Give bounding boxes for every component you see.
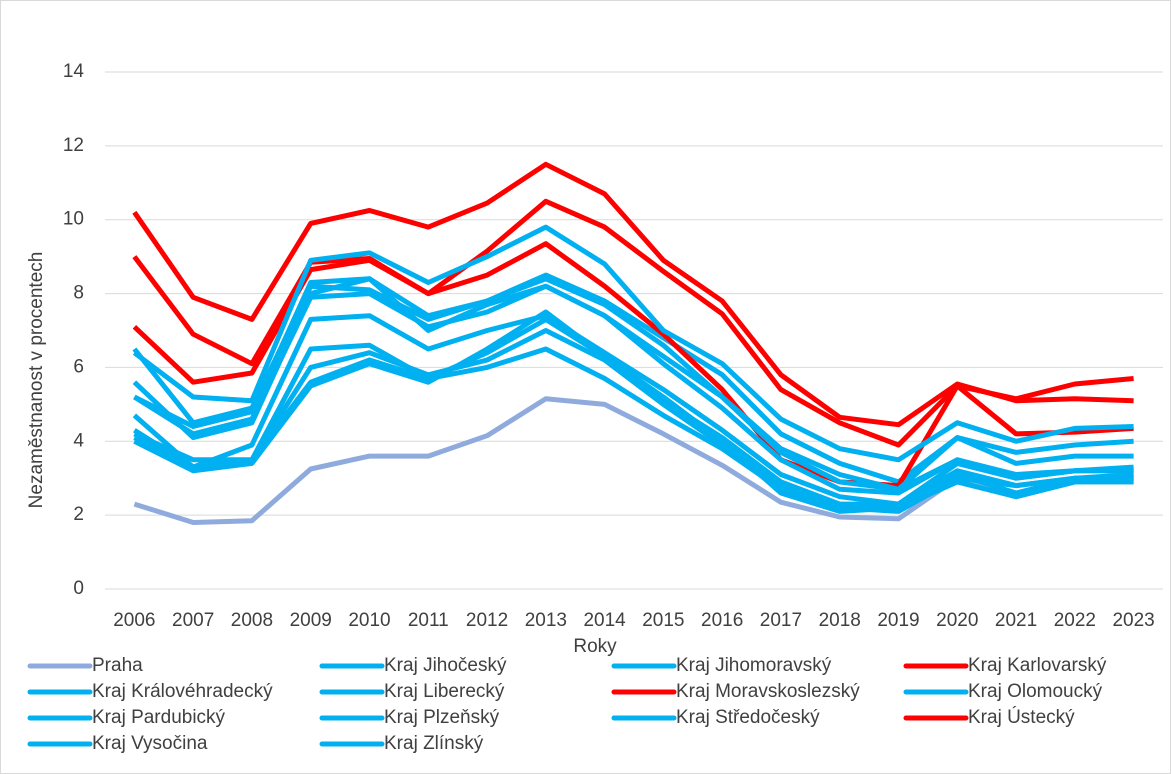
x-tick-label: 2019: [877, 610, 919, 631]
y-tick-label: 2: [73, 504, 84, 525]
legend-label: Kraj Karlovarský: [968, 655, 1107, 676]
y-tick-label: 14: [63, 61, 85, 82]
x-tick-label: 2009: [290, 610, 332, 631]
x-tick-label: 2007: [172, 610, 214, 631]
series-line: [132, 276, 1134, 492]
y-tick-label: 12: [63, 135, 84, 156]
series-line: [133, 309, 1134, 514]
legend-label: Kraj Zlínský: [384, 733, 484, 754]
y-tick-label: 4: [73, 430, 84, 451]
legend-label: Kraj Vysočina: [92, 733, 208, 754]
x-tick-label: 2008: [231, 610, 273, 631]
legend-label: Kraj Jihočeský: [384, 655, 507, 676]
legend-label: Kraj Liberecký: [384, 681, 505, 702]
x-tick-label: 2022: [1054, 610, 1096, 631]
x-tick-label: 2006: [113, 610, 155, 631]
legend-label: Kraj Pardubický: [92, 707, 226, 728]
series-line: [132, 161, 1134, 428]
series-line: [132, 313, 1134, 507]
legend-label: Kraj Jihomoravský: [676, 655, 832, 676]
x-axis-label: Roky: [573, 636, 617, 657]
x-tick-label: 2023: [1112, 610, 1154, 631]
legend-label: Praha: [92, 655, 143, 676]
x-tick-label: 2020: [936, 610, 978, 631]
x-tick-label: 2017: [760, 610, 802, 631]
x-tick-label: 2013: [525, 610, 567, 631]
x-tick-label: 2012: [466, 610, 508, 631]
series-line: [132, 224, 1134, 463]
x-tick-label: 2021: [995, 610, 1037, 631]
legend-label: Kraj Olomoucký: [968, 681, 1103, 702]
legend-label: Kraj Moravskoslezský: [676, 681, 860, 702]
x-tick-label: 2015: [642, 610, 684, 631]
y-axis-label: Nezaměstnanost v procentech: [26, 252, 47, 509]
legend-label: Kraj Královéhradecký: [92, 681, 273, 702]
y-tick-label: 8: [73, 283, 84, 304]
legend-label: Kraj Středočeský: [676, 707, 820, 728]
legend-label: Kraj Ústecký: [968, 706, 1075, 728]
x-tick-label: 2018: [819, 610, 861, 631]
x-tick-label: 2011: [408, 610, 449, 631]
x-tick-label: 2016: [701, 610, 743, 631]
y-tick-label: 6: [73, 356, 84, 377]
x-tick-label: 2010: [348, 610, 390, 631]
legend-label: Kraj Plzeňský: [384, 707, 500, 728]
series-line: [133, 276, 1134, 492]
y-tick-label: 0: [73, 578, 84, 599]
y-tick-label: 10: [63, 209, 84, 230]
x-tick-label: 2014: [583, 610, 626, 631]
